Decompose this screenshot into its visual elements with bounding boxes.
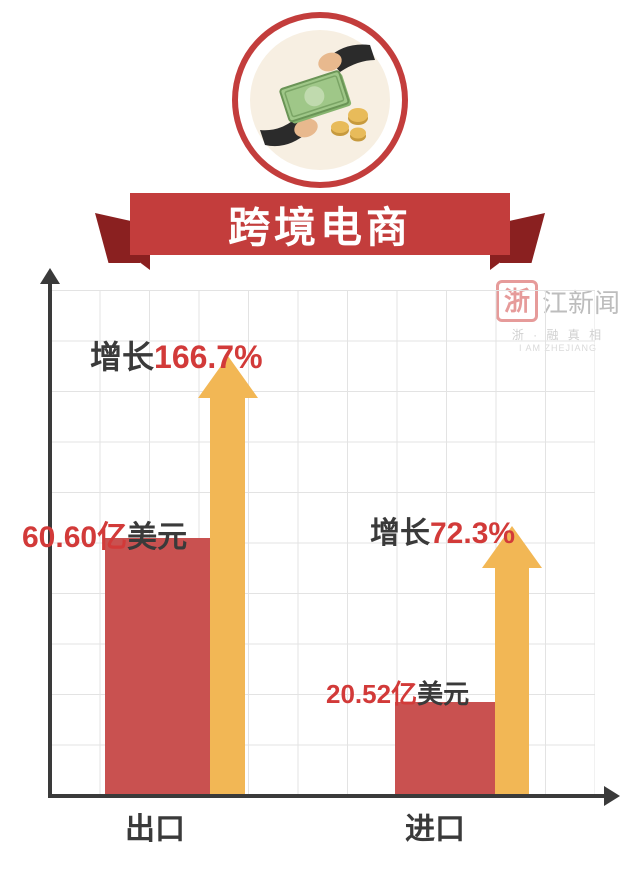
bar-export	[105, 538, 210, 794]
value-num: 60.60亿	[22, 521, 127, 554]
title-banner: 跨境电商	[130, 175, 510, 265]
growth-pre: 增长	[370, 517, 430, 550]
growth-label-import: 增长72.3%	[370, 508, 515, 552]
value-unit: 美元	[127, 521, 187, 554]
growth-label-export: 增长166.7%	[90, 332, 263, 378]
x-axis	[48, 794, 606, 798]
bar-chart: 60.60亿美元 增长166.7% 出口 20.52亿美元 增长72.3% 进口	[30, 290, 610, 850]
value-label-import: 20.52亿美元	[326, 674, 469, 711]
value-label-export: 60.60亿美元	[22, 512, 187, 556]
growth-num: 72.3%	[430, 517, 515, 550]
arrow-export	[210, 396, 245, 794]
page-title: 跨境电商	[228, 194, 412, 255]
growth-num: 166.7%	[154, 339, 263, 375]
x-label-import: 进口	[405, 804, 465, 848]
value-unit: 美元	[417, 679, 469, 709]
arrow-import	[495, 566, 529, 794]
header-money-icon	[230, 10, 410, 190]
value-num: 20.52亿	[326, 679, 417, 709]
growth-pre: 增长	[90, 339, 154, 375]
x-label-export: 出口	[125, 804, 185, 848]
bar-import	[395, 702, 495, 794]
